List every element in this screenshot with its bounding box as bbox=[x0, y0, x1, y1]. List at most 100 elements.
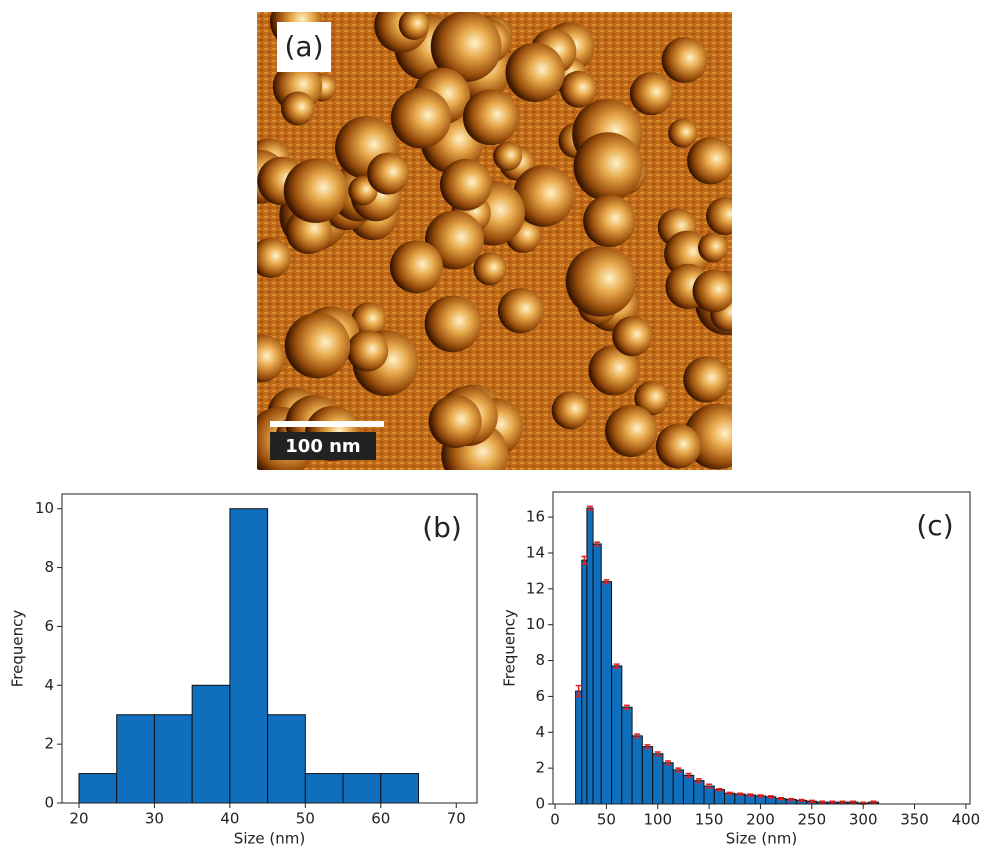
bar bbox=[703, 785, 715, 805]
bar bbox=[631, 735, 643, 805]
y-tick-label: 6 bbox=[535, 687, 545, 705]
bar bbox=[662, 762, 674, 805]
error-bar bbox=[581, 555, 588, 565]
panel-label-box bbox=[277, 22, 331, 72]
bar bbox=[581, 559, 588, 805]
y-tick-label: 10 bbox=[526, 615, 545, 633]
bar bbox=[621, 706, 633, 805]
y-tick-label: 10 bbox=[35, 499, 54, 517]
x-tick-label: 400 bbox=[952, 811, 981, 829]
panel-label: (b) bbox=[422, 511, 462, 544]
x-tick-label: 20 bbox=[69, 810, 88, 828]
afm-grain bbox=[280, 91, 315, 126]
afm-grain bbox=[697, 232, 728, 263]
x-tick-label: 60 bbox=[371, 810, 390, 828]
error-bar bbox=[613, 663, 620, 669]
afm-grain bbox=[257, 237, 291, 279]
afm-grain bbox=[706, 196, 732, 236]
error-bar bbox=[736, 792, 743, 796]
afm-grain bbox=[505, 42, 565, 102]
afm-grain bbox=[687, 137, 732, 185]
y-tick-label: 8 bbox=[44, 558, 54, 576]
panel-label: (c) bbox=[916, 509, 953, 542]
error-bar bbox=[757, 794, 764, 798]
afm-grain bbox=[497, 288, 544, 334]
afm-image bbox=[257, 12, 732, 470]
y-tick-label: 6 bbox=[44, 617, 54, 635]
afm-grain bbox=[284, 312, 351, 379]
y-tick-label: 2 bbox=[535, 759, 545, 777]
bar bbox=[693, 780, 705, 805]
afm-grain bbox=[493, 141, 523, 171]
scale-bar bbox=[270, 421, 384, 427]
y-tick-label: 0 bbox=[535, 795, 545, 813]
bar bbox=[153, 714, 193, 804]
afm-grain bbox=[351, 302, 387, 338]
bar bbox=[267, 714, 306, 804]
afm-grain bbox=[583, 194, 636, 248]
error-bar bbox=[675, 767, 682, 773]
afm-grain bbox=[283, 158, 349, 223]
error-bar bbox=[634, 733, 641, 739]
bar bbox=[592, 543, 602, 805]
error-bar bbox=[778, 796, 785, 801]
bar bbox=[380, 773, 420, 804]
bar bbox=[229, 508, 269, 804]
afm-grain bbox=[661, 37, 708, 83]
x-tick-label: 50 bbox=[597, 811, 616, 829]
x-tick-label: 30 bbox=[145, 810, 164, 828]
afm-grain bbox=[573, 132, 643, 202]
x-tick-label: 100 bbox=[643, 811, 672, 829]
afm-grain bbox=[462, 89, 519, 146]
afm-grain bbox=[668, 118, 698, 148]
afm-grain bbox=[389, 240, 443, 294]
error-bar bbox=[644, 744, 651, 750]
y-tick-label: 8 bbox=[535, 651, 545, 669]
afm-grain bbox=[398, 12, 430, 40]
x-tick-label: 350 bbox=[900, 811, 929, 829]
error-bar bbox=[819, 800, 826, 804]
bar bbox=[641, 746, 654, 805]
afm-grain bbox=[634, 380, 669, 416]
bar bbox=[611, 665, 623, 805]
afm-grain bbox=[424, 295, 482, 353]
bar bbox=[682, 774, 695, 805]
error-bar bbox=[767, 795, 774, 799]
afm-grain bbox=[390, 88, 451, 149]
afm-grain bbox=[367, 152, 410, 195]
error-bar bbox=[654, 751, 661, 757]
afm-grain bbox=[439, 158, 492, 211]
error-bar bbox=[870, 800, 877, 804]
y-tick-label: 4 bbox=[44, 676, 54, 694]
error-bar bbox=[603, 579, 610, 585]
bar bbox=[575, 690, 583, 805]
afm-grain bbox=[629, 72, 673, 116]
y-tick-label: 16 bbox=[526, 508, 545, 526]
x-tick-label: 0 bbox=[550, 811, 560, 829]
y-axis-label: Frequency bbox=[501, 609, 519, 687]
afm-grain bbox=[551, 391, 590, 430]
afm-grain bbox=[257, 334, 285, 383]
bar bbox=[586, 507, 594, 805]
afm-grain bbox=[612, 316, 653, 357]
error-bar bbox=[623, 704, 630, 710]
error-bar bbox=[788, 797, 795, 802]
error-bar bbox=[849, 800, 856, 804]
afm-grain bbox=[346, 330, 389, 372]
x-tick-label: 150 bbox=[695, 811, 724, 829]
error-bar bbox=[798, 798, 805, 803]
bar bbox=[78, 773, 118, 804]
error-bar bbox=[829, 800, 836, 804]
y-tick-label: 4 bbox=[535, 723, 545, 741]
x-tick-label: 50 bbox=[296, 810, 315, 828]
x-axis-label: Size (nm) bbox=[234, 830, 305, 848]
error-bar bbox=[706, 783, 713, 789]
bar bbox=[600, 581, 613, 805]
y-tick-label: 2 bbox=[44, 735, 54, 753]
bar bbox=[116, 714, 155, 804]
bar bbox=[713, 789, 726, 805]
error-bar bbox=[586, 505, 593, 511]
error-bar bbox=[575, 684, 582, 698]
